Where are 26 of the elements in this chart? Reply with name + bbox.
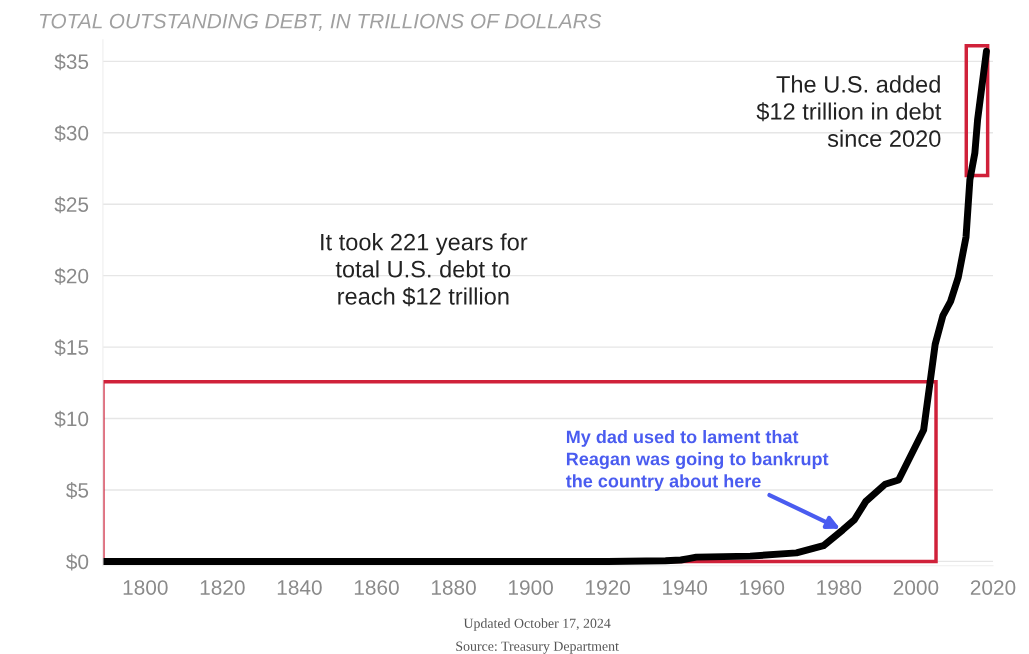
- y-tick-label: $15: [54, 339, 89, 357]
- x-tick-label: 1800: [123, 580, 168, 595]
- y-tick-label: $30: [54, 124, 89, 142]
- x-tick-label: 1820: [200, 580, 245, 595]
- x-tick-label: 1900: [509, 580, 553, 595]
- annotation: My dad used to lament that Reagan was going to bankrupt the country about here: [565, 430, 829, 492]
- x-tick-label: 2000: [893, 580, 939, 595]
- y-tick-label: $35: [54, 53, 89, 71]
- y-tick-label: $20: [54, 267, 89, 285]
- x-tick-label: 2020: [970, 580, 1016, 595]
- x-tick-label: 1880: [431, 580, 476, 595]
- y-tick-label: $10: [54, 410, 89, 428]
- x-tick-label: 1840: [277, 580, 322, 595]
- x-tick-label: 1980: [817, 580, 862, 595]
- x-tick-label: 1960: [740, 580, 785, 595]
- annotation: It took 221 years for total U.S. debt to reach $12 trillion: [321, 233, 528, 307]
- text: Updated October 17, 2024: [463, 618, 611, 631]
- x-tick-label: 1920: [586, 580, 631, 595]
- source-note: Source: Treasury Department: [456, 641, 619, 654]
- y-tick-label: $0: [66, 553, 89, 571]
- x-tick-label: 1860: [354, 580, 399, 595]
- chart-title: TOTAL OUTSTANDING DEBT, IN TRILLIONS OF DOLLARS: [39, 13, 602, 31]
- y-tick-label: $5: [66, 482, 89, 499]
- annotation: The U.S. added $12 trillion in debt since 2020: [756, 75, 942, 147]
- y-tick-label: $25: [54, 196, 89, 214]
- x-tick-label: 1940: [663, 580, 708, 595]
